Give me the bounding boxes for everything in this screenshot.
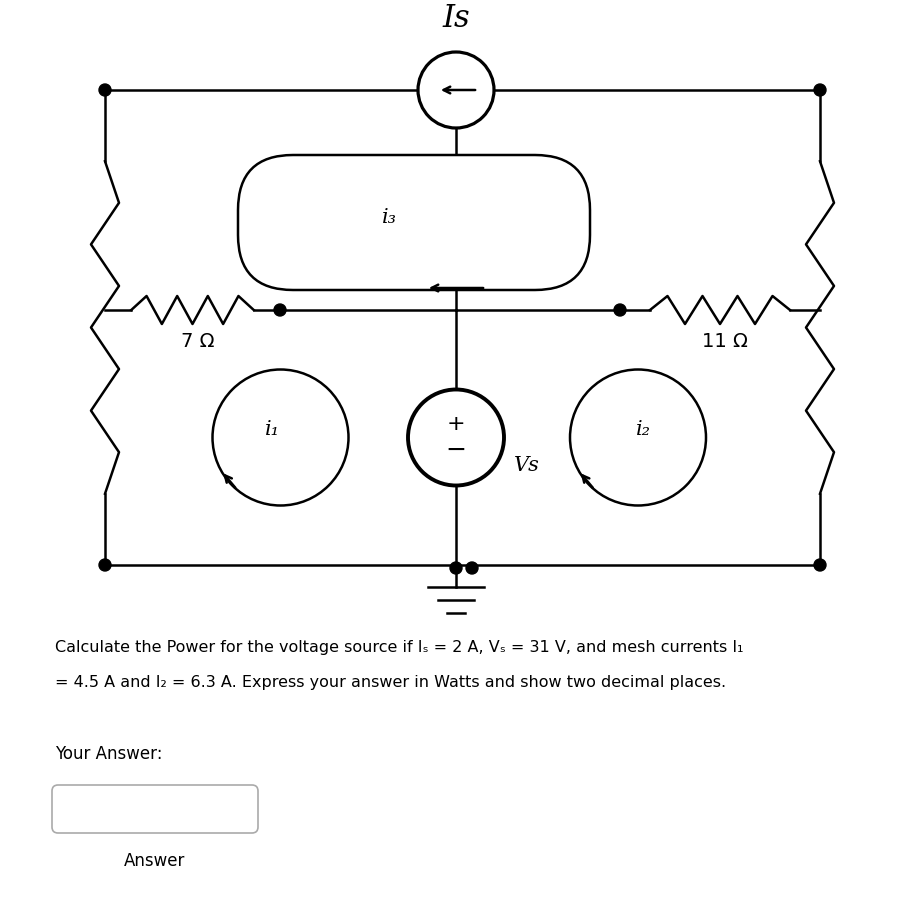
Circle shape [99,559,111,571]
Circle shape [99,84,111,96]
Text: +: + [446,414,465,433]
Text: Your Answer:: Your Answer: [55,745,162,763]
Circle shape [466,562,477,574]
Text: −: − [445,437,466,461]
Text: i₁: i₁ [265,420,280,439]
Text: Is: Is [442,3,469,34]
Text: i₂: i₂ [635,420,650,439]
Circle shape [613,304,625,316]
Text: i₃: i₃ [381,208,396,227]
Circle shape [814,559,825,571]
Text: 11 Ω: 11 Ω [701,332,747,351]
Circle shape [417,52,494,128]
Circle shape [273,304,286,316]
Text: Answer: Answer [124,852,186,870]
FancyBboxPatch shape [238,155,589,290]
Circle shape [814,84,825,96]
Circle shape [449,562,462,574]
Text: 7 Ω: 7 Ω [180,332,214,351]
Circle shape [407,390,504,485]
Text: = 4.5 A and I₂ = 6.3 A. Express your answer in Watts and show two decimal places: = 4.5 A and I₂ = 6.3 A. Express your ans… [55,675,725,690]
Text: Calculate the Power for the voltage source if Iₛ = 2 A, Vₛ = 31 V, and mesh curr: Calculate the Power for the voltage sour… [55,640,742,655]
Text: Vs: Vs [514,456,539,475]
